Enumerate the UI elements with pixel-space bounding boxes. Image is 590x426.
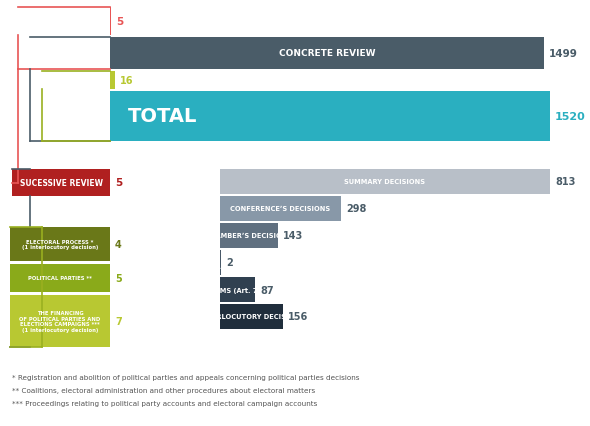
- Bar: [220, 304, 283, 329]
- Text: 4: 4: [115, 239, 122, 249]
- Bar: [10, 295, 110, 347]
- Text: 5: 5: [115, 273, 122, 283]
- Bar: [220, 224, 278, 248]
- Text: * Registration and abolition of political parties and appeals concerning politic: * Registration and abolition of politica…: [12, 374, 359, 380]
- Bar: [10, 227, 110, 262]
- Text: 5: 5: [115, 178, 122, 188]
- Text: 143: 143: [283, 231, 303, 241]
- Text: 298: 298: [346, 204, 366, 214]
- Bar: [220, 170, 550, 195]
- Text: ELECTORAL PROCESS *
(1 interlocutory decision): ELECTORAL PROCESS * (1 interlocutory dec…: [22, 239, 98, 250]
- Bar: [110, 72, 114, 90]
- Text: CONCRETE REVIEW: CONCRETE REVIEW: [278, 49, 375, 58]
- Bar: [12, 170, 110, 196]
- Text: 1499: 1499: [549, 49, 578, 59]
- Text: CLAIMS (Art. 77.º): CLAIMS (Art. 77.º): [204, 286, 272, 294]
- Text: 16: 16: [120, 76, 133, 86]
- Bar: [110, 38, 544, 70]
- Bar: [10, 265, 110, 292]
- Text: 156: 156: [289, 312, 309, 322]
- Text: SUCESSIVE REVIEW: SUCESSIVE REVIEW: [19, 178, 103, 187]
- Bar: [220, 250, 221, 275]
- Text: *** Proceedings relating to political party accounts and electoral campaign acco: *** Proceedings relating to political pa…: [12, 400, 317, 406]
- Bar: [220, 196, 341, 222]
- Bar: [110, 8, 112, 36]
- Text: INTERLOCUTORY DECISIONS: INTERLOCUTORY DECISIONS: [199, 314, 304, 320]
- Bar: [220, 277, 255, 302]
- Text: THE FINANCING
OF POLITICAL PARTIES AND
ELECTIONS CAMPAIGNS ***
(1 interlocutory : THE FINANCING OF POLITICAL PARTIES AND E…: [19, 310, 101, 332]
- Text: TOTAL: TOTAL: [128, 107, 198, 126]
- Text: PLENARYʼS DECISIONS
(Arts. 79.º-A and 79.º-D): PLENARYʼS DECISIONS (Arts. 79.º-A and 79…: [179, 257, 261, 269]
- Text: 7: 7: [115, 316, 122, 326]
- Text: POLITICAL PARTIES **: POLITICAL PARTIES **: [28, 276, 92, 281]
- Text: 1520: 1520: [555, 112, 586, 122]
- Text: ** Coalitions, electoral administration and other procedures about electoral mat: ** Coalitions, electoral administration …: [12, 387, 315, 393]
- Text: 5: 5: [116, 17, 124, 27]
- Text: CONFERENCEʼS DECISIONS: CONFERENCEʼS DECISIONS: [231, 206, 330, 212]
- Text: SUMMARY DECISIONS: SUMMARY DECISIONS: [345, 179, 425, 185]
- Bar: [110, 92, 550, 142]
- Text: CHAMBERʼS DECISIONS: CHAMBERʼS DECISIONS: [205, 233, 293, 239]
- Text: 2: 2: [226, 258, 232, 268]
- Text: 87: 87: [260, 285, 274, 295]
- Text: 813: 813: [555, 177, 575, 187]
- Text: ABSTRACT REVIEW: ABSTRACT REVIEW: [22, 17, 107, 26]
